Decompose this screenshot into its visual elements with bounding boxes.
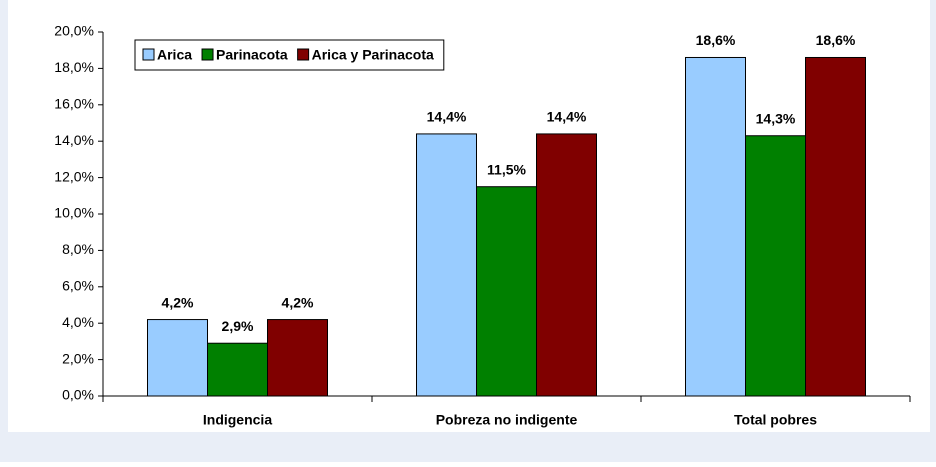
value-label: 14,3% — [756, 110, 796, 126]
legend-swatch — [142, 48, 155, 61]
y-tick-label: 20,0% — [54, 23, 94, 39]
x-tick-label: Total pobres — [734, 412, 817, 428]
bar — [476, 186, 537, 397]
bar — [267, 319, 328, 397]
value-label: 11,5% — [487, 161, 526, 177]
y-tick-label: 12,0% — [54, 168, 94, 184]
value-label: 4,2% — [162, 294, 194, 310]
value-label: 14,4% — [547, 109, 587, 125]
y-tick-label: 4,0% — [62, 314, 94, 330]
bar — [745, 135, 806, 397]
y-tick-label: 8,0% — [62, 241, 94, 257]
bar — [147, 319, 208, 397]
y-tick-label: 14,0% — [54, 132, 94, 148]
legend-label: Parinacota — [216, 47, 288, 63]
legend-label: Arica — [157, 47, 192, 63]
bar — [207, 342, 268, 397]
y-tick-label: 16,0% — [54, 96, 94, 112]
value-label: 4,2% — [282, 294, 314, 310]
y-tick-label: 6,0% — [62, 278, 94, 294]
legend-label: Arica y Parinacota — [312, 47, 434, 63]
value-label: 18,6% — [696, 32, 736, 48]
legend-swatch — [297, 48, 310, 61]
value-label: 14,4% — [427, 109, 467, 125]
value-label: 2,9% — [222, 318, 254, 334]
value-label: 18,6% — [816, 32, 856, 48]
bar — [416, 133, 477, 397]
bar — [685, 56, 746, 397]
y-tick-label: 10,0% — [54, 205, 94, 221]
y-tick-label: 18,0% — [54, 59, 94, 75]
x-tick-label: Pobreza no indigente — [436, 412, 578, 428]
legend — [134, 39, 445, 71]
bar — [805, 56, 866, 397]
legend-swatch — [201, 48, 214, 61]
y-tick-label: 0,0% — [62, 387, 94, 403]
x-tick-label: Indigencia — [203, 412, 272, 428]
y-tick-label: 2,0% — [62, 350, 94, 366]
bar — [536, 133, 597, 397]
